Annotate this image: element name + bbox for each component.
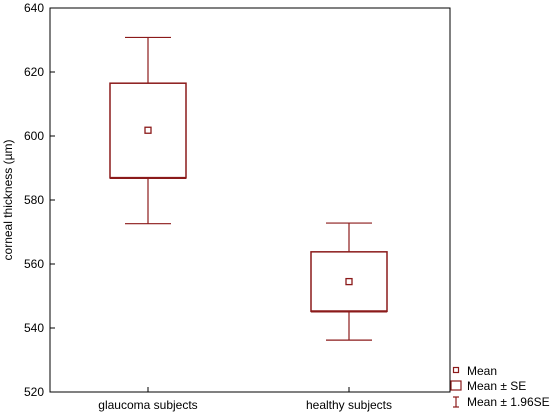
x-tick-label: healthy subjects bbox=[306, 398, 392, 412]
legend-se-symbol bbox=[450, 380, 462, 391]
legend-mean-label: Mean bbox=[467, 364, 497, 378]
plot-marks bbox=[109, 36, 388, 341]
y-tick-label: 620 bbox=[24, 65, 44, 79]
y-axis-title: corneal thickness (µm) bbox=[1, 140, 15, 261]
legend-se-label: Mean ± SE bbox=[467, 379, 526, 393]
y-tick-label: 540 bbox=[24, 321, 44, 335]
mean-marker bbox=[144, 126, 152, 134]
y-axis: 520 540 560 580 600 620 640 bbox=[24, 1, 55, 399]
legend-mean-symbol bbox=[452, 366, 460, 374]
y-tick-label: 640 bbox=[24, 1, 44, 15]
y-tick-label: 560 bbox=[24, 257, 44, 271]
x-axis: glaucoma subjects healthy subjects bbox=[98, 387, 392, 412]
mean-marker bbox=[345, 277, 353, 286]
x-tick-label: glaucoma subjects bbox=[98, 398, 197, 412]
y-tick-label: 580 bbox=[24, 193, 44, 207]
plot-area-frame bbox=[49, 7, 451, 393]
y-tick-label: 600 bbox=[24, 129, 44, 143]
y-tick-label: 520 bbox=[24, 385, 44, 399]
legend-whisker-label: Mean ± 1.96SE bbox=[467, 395, 550, 409]
